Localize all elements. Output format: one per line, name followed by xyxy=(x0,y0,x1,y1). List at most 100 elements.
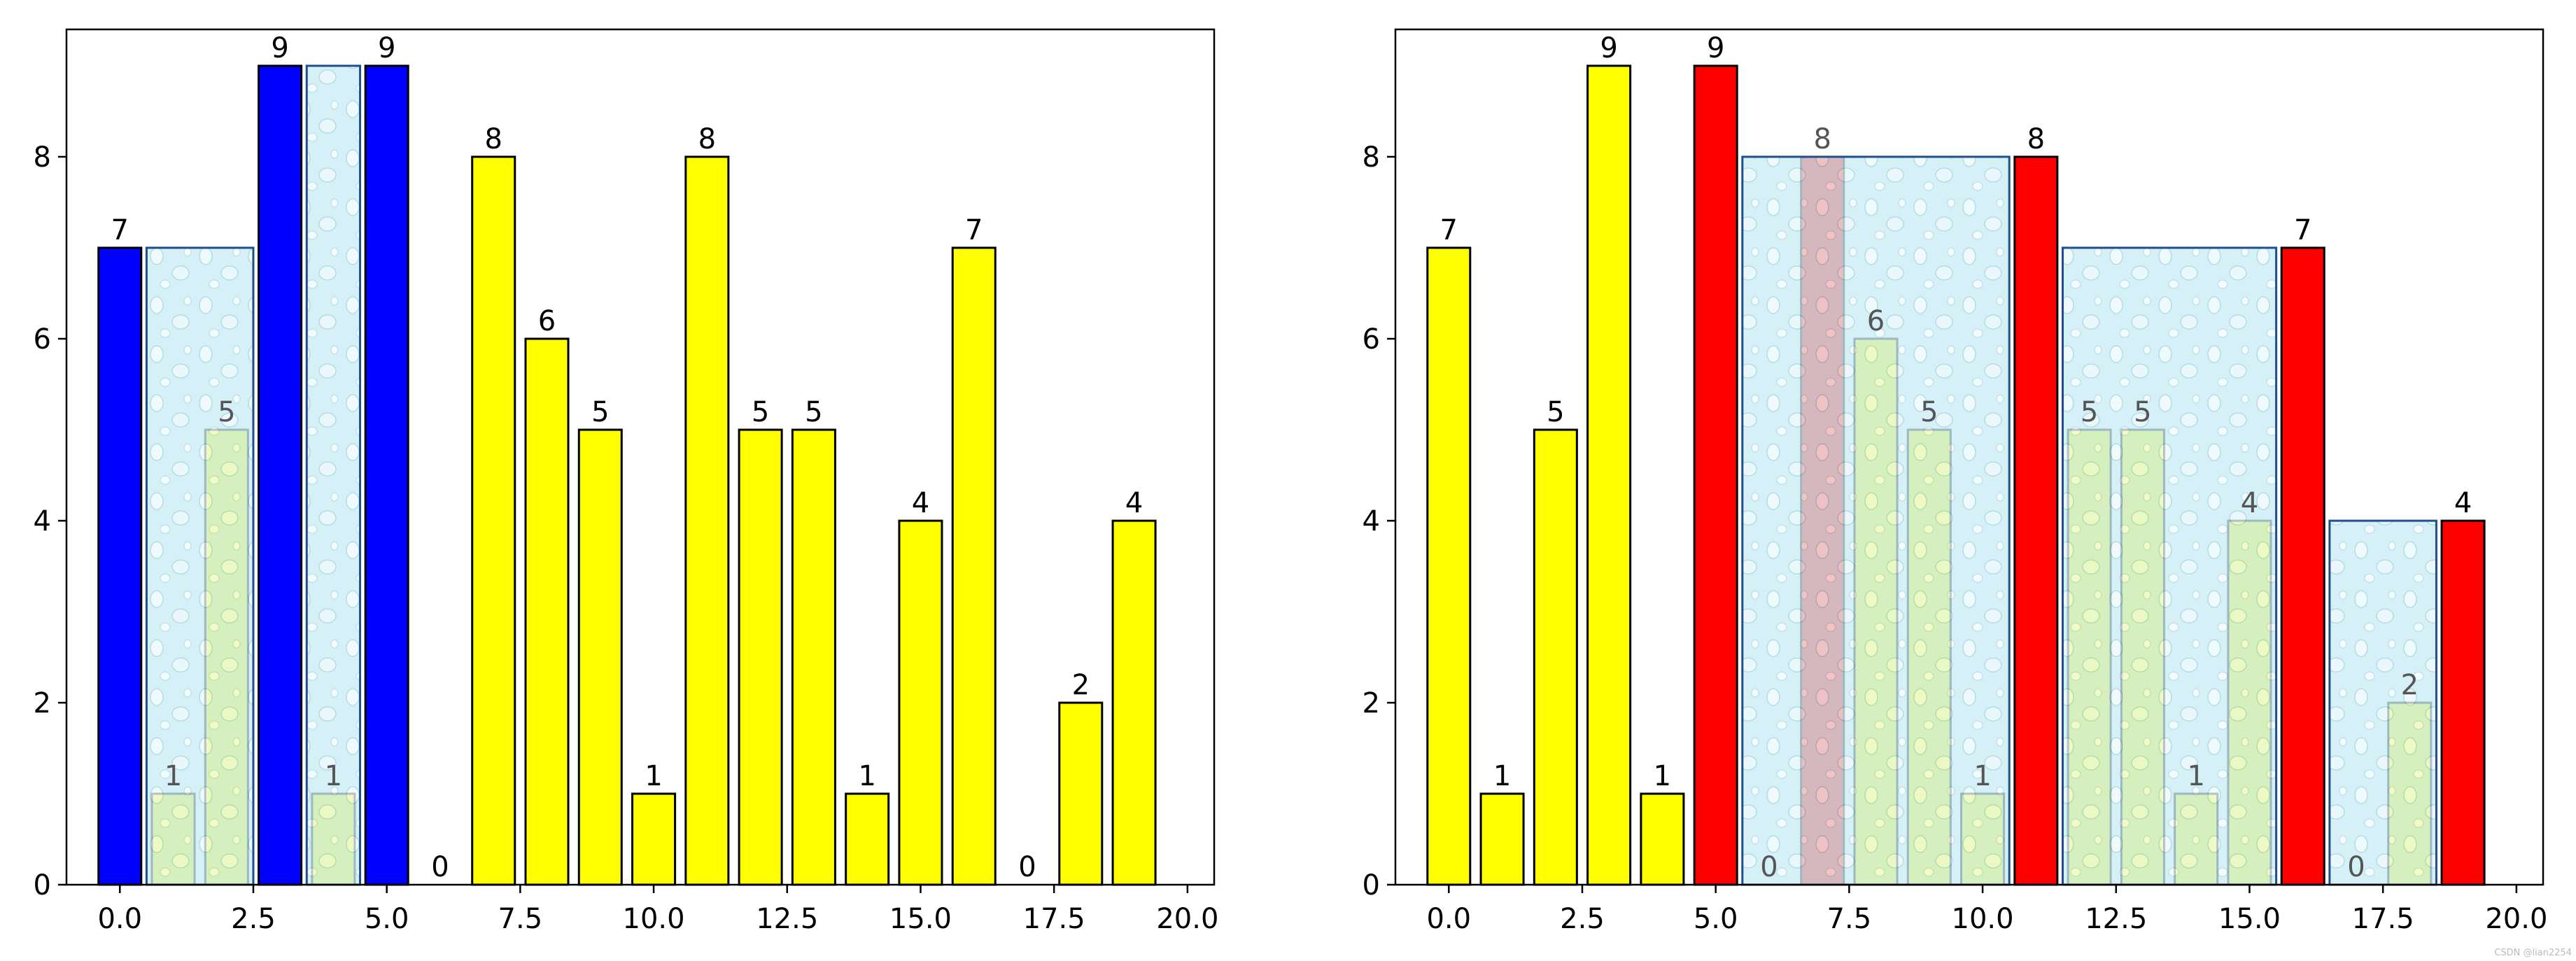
bar xyxy=(631,792,677,886)
y-tick-label: 8 xyxy=(1363,141,1380,174)
bar xyxy=(1640,792,1685,886)
bar xyxy=(524,337,570,886)
bar-value-label: 8 xyxy=(485,123,502,155)
bar xyxy=(1479,792,1525,886)
bar-value-label: 9 xyxy=(271,32,288,64)
x-tick-label: 2.5 xyxy=(231,903,276,935)
x-tick-label: 20.0 xyxy=(2485,903,2547,935)
bar xyxy=(898,519,943,886)
bar-value-label: 4 xyxy=(1125,487,1143,519)
bar-value-label: 5 xyxy=(591,396,609,428)
bar-value-label: 8 xyxy=(698,123,716,155)
bar xyxy=(471,155,516,886)
bar-value-label: 5 xyxy=(218,396,235,428)
axes-frame xyxy=(1394,28,2545,886)
bar-value-label: 1 xyxy=(645,760,662,792)
bar xyxy=(1426,246,1472,886)
x-tick-label: 17.5 xyxy=(2352,903,2414,935)
bar-value-label: 8 xyxy=(1814,123,1831,155)
bar-value-label: 0 xyxy=(1018,851,1036,883)
bar-value-label: 0 xyxy=(2347,851,2365,883)
x-tick-label: 2.5 xyxy=(1560,903,1605,935)
bar xyxy=(738,428,783,886)
water-region xyxy=(2328,519,2437,886)
bar-value-label: 1 xyxy=(858,760,875,792)
x-tick-label: 12.5 xyxy=(756,903,818,935)
watermark-text: CSDN @lian2254 xyxy=(2494,948,2572,958)
bar xyxy=(684,155,730,886)
bar-value-label: 1 xyxy=(2187,760,2204,792)
y-tick-label: 8 xyxy=(34,141,51,174)
bar xyxy=(577,428,623,886)
bar-value-label: 5 xyxy=(1920,396,1938,428)
bar-value-label: 5 xyxy=(2134,396,2151,428)
bar xyxy=(364,64,409,886)
bar-value-label: 6 xyxy=(538,305,556,337)
y-tick-label: 4 xyxy=(34,505,51,538)
bar xyxy=(1586,64,1632,886)
bar-value-label: 7 xyxy=(965,214,983,246)
x-tick-label: 20.0 xyxy=(1156,903,1218,935)
bar-value-label: 1 xyxy=(1973,760,1991,792)
x-tick-label: 7.5 xyxy=(1827,903,1872,935)
y-tick-label: 6 xyxy=(1363,323,1380,356)
x-tick-label: 7.5 xyxy=(498,903,543,935)
bar xyxy=(1058,701,1104,886)
x-tick-label: 15.0 xyxy=(889,903,952,935)
y-tick-label: 0 xyxy=(1363,869,1380,902)
x-tick-label: 5.0 xyxy=(1694,903,1738,935)
bar-value-label: 5 xyxy=(1547,396,1564,428)
bar-value-label: 5 xyxy=(752,396,769,428)
bar-value-label: 9 xyxy=(1707,32,1724,64)
x-tick-label: 10.0 xyxy=(1952,903,2014,935)
water-region xyxy=(2061,246,2278,886)
water-region xyxy=(145,246,255,886)
bar-value-label: 7 xyxy=(111,214,129,246)
x-tick-label: 5.0 xyxy=(365,903,409,935)
bar xyxy=(258,64,303,886)
bar-value-label: 6 xyxy=(1867,305,1885,337)
y-tick-label: 4 xyxy=(1363,505,1380,538)
bar xyxy=(1533,428,1578,886)
x-tick-label: 17.5 xyxy=(1023,903,1085,935)
bar xyxy=(845,792,890,886)
water-region xyxy=(305,64,362,886)
bar xyxy=(1111,519,1157,886)
bar-value-label: 1 xyxy=(164,760,182,792)
axes-frame xyxy=(65,28,1216,886)
bar xyxy=(2280,246,2325,886)
y-tick-label: 6 xyxy=(34,323,51,356)
bar-value-label: 4 xyxy=(2454,487,2472,519)
bar-value-label: 9 xyxy=(378,32,395,64)
bar-value-label: 0 xyxy=(431,851,449,883)
y-tick-label: 2 xyxy=(1363,687,1380,720)
bar-value-label: 1 xyxy=(325,760,342,792)
y-tick-label: 2 xyxy=(34,687,51,720)
bar xyxy=(951,246,997,886)
bar xyxy=(97,246,143,886)
bar xyxy=(791,428,836,886)
bar-value-label: 5 xyxy=(805,396,822,428)
water-region xyxy=(1741,155,2011,886)
bar-value-label: 2 xyxy=(2401,669,2419,701)
x-tick-label: 10.0 xyxy=(623,903,685,935)
bar-value-label: 7 xyxy=(1440,214,1458,246)
bar xyxy=(1693,64,1738,886)
bar-value-label: 1 xyxy=(1654,760,1671,792)
bar-value-label: 2 xyxy=(1072,669,1090,701)
bar-value-label: 7 xyxy=(2294,214,2311,246)
bar-value-label: 4 xyxy=(912,487,929,519)
bar xyxy=(2440,519,2486,886)
x-tick-label: 0.0 xyxy=(97,903,142,935)
bar-value-label: 9 xyxy=(1600,32,1617,64)
x-tick-label: 15.0 xyxy=(2218,903,2281,935)
x-tick-label: 12.5 xyxy=(2085,903,2147,935)
bar-value-label: 8 xyxy=(2027,123,2045,155)
bar-value-label: 4 xyxy=(2241,487,2258,519)
bar-value-label: 5 xyxy=(2081,396,2098,428)
y-tick-label: 0 xyxy=(34,869,51,902)
bar-value-label: 0 xyxy=(1760,851,1778,883)
